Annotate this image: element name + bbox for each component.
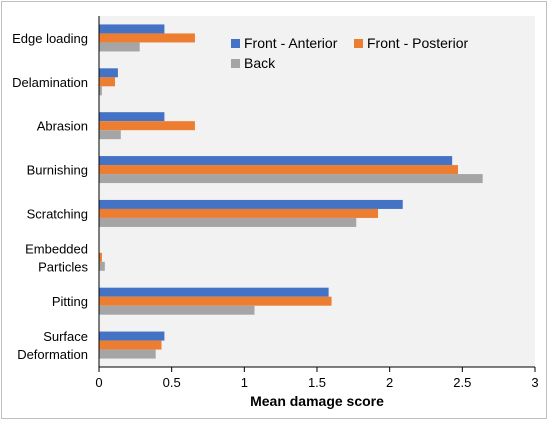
x-tick-label: 0.5 (163, 375, 181, 390)
bar-front-posterior-6 (99, 296, 332, 306)
legend-label: Front - Posterior (367, 35, 468, 51)
bar-back-5 (99, 261, 105, 271)
category-label: Deformation (17, 347, 88, 362)
x-tick-label: 2.5 (453, 375, 471, 390)
category-label: Edge loading (12, 31, 88, 46)
bar-back-7 (99, 349, 156, 359)
bar-front-anterior-1 (99, 68, 118, 78)
bar-front-anterior-7 (99, 331, 165, 341)
x-tick-label: 0 (95, 375, 102, 390)
legend: Front - Anterior Front - Posterior Back (231, 35, 468, 71)
category-label: Scratching (27, 206, 88, 221)
bar-front-posterior-2 (99, 121, 195, 131)
bar-front-anterior-2 (99, 112, 165, 122)
bar-front-posterior-1 (99, 77, 115, 87)
category-label: Burnishing (27, 163, 88, 178)
bar-front-anterior-3 (99, 156, 453, 166)
bar-back-3 (99, 174, 483, 184)
bar-front-posterior-0 (99, 33, 195, 43)
category-label: Delamination (12, 75, 88, 90)
bar-back-1 (99, 86, 102, 96)
category-label: Particles (38, 259, 88, 274)
category-label: Surface (43, 329, 88, 344)
legend-swatch (231, 59, 240, 68)
bar-front-posterior-3 (99, 165, 458, 175)
bar-front-anterior-6 (99, 287, 329, 297)
legend-swatch (354, 39, 363, 48)
x-tick-label: 3 (531, 375, 538, 390)
category-label: Pitting (52, 294, 88, 309)
x-tick-label: 2 (386, 375, 393, 390)
bar-back-6 (99, 305, 255, 315)
bar-front-posterior-7 (99, 340, 162, 350)
bar-back-0 (99, 42, 140, 52)
bar-front-anterior-4 (99, 199, 403, 209)
legend-label: Back (244, 55, 276, 71)
category-label: Embedded (25, 241, 88, 256)
bar-back-2 (99, 130, 121, 140)
bar-front-posterior-4 (99, 208, 379, 218)
x-tick-label: 1.5 (308, 375, 326, 390)
bar-front-posterior-5 (99, 252, 102, 262)
legend-swatch (231, 39, 240, 48)
bar-back-4 (99, 217, 357, 227)
legend-label: Front - Anterior (244, 35, 338, 51)
bar-front-anterior-0 (99, 24, 165, 34)
x-axis-label: Mean damage score (250, 393, 384, 409)
category-label: Abrasion (37, 119, 88, 134)
x-tick-label: 1 (241, 375, 248, 390)
